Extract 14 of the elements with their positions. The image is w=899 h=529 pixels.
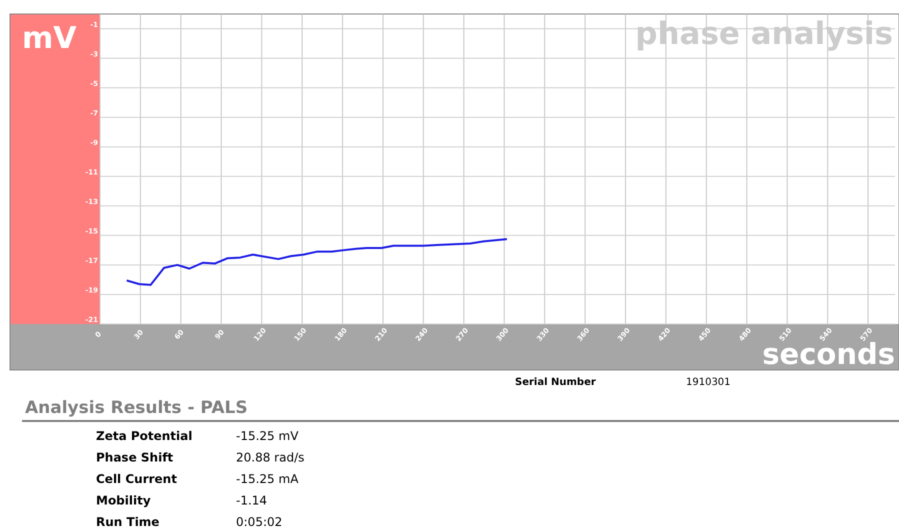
text: Zeta Potential (96, 429, 192, 443)
text: Serial Number (515, 377, 596, 388)
text: -15.25 mA (236, 472, 300, 486)
text: 20.88 rad/s (236, 450, 304, 464)
y-axis-title: mV (22, 21, 78, 56)
text: Cell Current (96, 472, 178, 486)
text: 0:05:02 (236, 515, 282, 529)
text: Mobility (96, 494, 151, 508)
text: Phase Shift (96, 450, 174, 464)
text: 1910301 (686, 377, 731, 388)
text: Run Time (96, 515, 160, 529)
text: -1.14 (236, 494, 268, 508)
text: Analysis Results - PALS (25, 398, 248, 418)
text: -15.25 mV (236, 429, 300, 443)
